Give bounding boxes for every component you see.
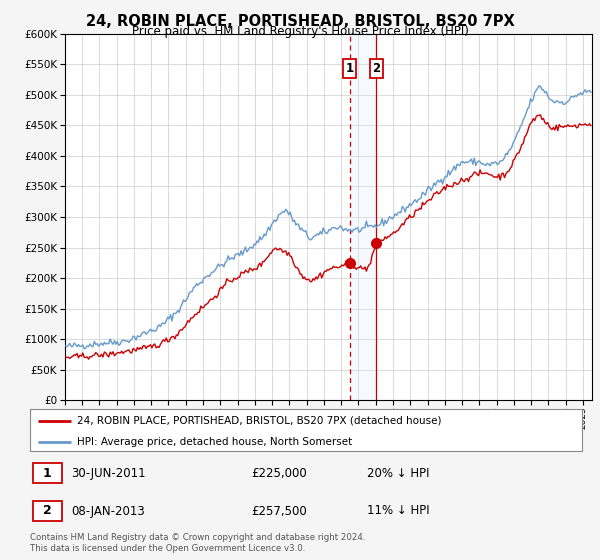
- Text: 2: 2: [43, 505, 52, 517]
- Text: 2: 2: [373, 62, 380, 75]
- Text: 1: 1: [346, 62, 354, 75]
- FancyBboxPatch shape: [33, 501, 62, 521]
- Text: 1: 1: [43, 466, 52, 480]
- Text: 20% ↓ HPI: 20% ↓ HPI: [367, 466, 429, 480]
- Text: £225,000: £225,000: [251, 466, 307, 480]
- Bar: [350, 34, 376, 400]
- Text: 24, ROBIN PLACE, PORTISHEAD, BRISTOL, BS20 7PX (detached house): 24, ROBIN PLACE, PORTISHEAD, BRISTOL, BS…: [77, 416, 442, 426]
- Text: 30-JUN-2011: 30-JUN-2011: [71, 466, 146, 480]
- Text: 08-JAN-2013: 08-JAN-2013: [71, 505, 145, 517]
- Text: 24, ROBIN PLACE, PORTISHEAD, BRISTOL, BS20 7PX: 24, ROBIN PLACE, PORTISHEAD, BRISTOL, BS…: [86, 14, 514, 29]
- Text: £257,500: £257,500: [251, 505, 307, 517]
- FancyBboxPatch shape: [33, 463, 62, 483]
- Text: Price paid vs. HM Land Registry's House Price Index (HPI): Price paid vs. HM Land Registry's House …: [131, 25, 469, 38]
- Text: 11% ↓ HPI: 11% ↓ HPI: [367, 505, 430, 517]
- Text: Contains HM Land Registry data © Crown copyright and database right 2024.
This d: Contains HM Land Registry data © Crown c…: [30, 533, 365, 553]
- Text: HPI: Average price, detached house, North Somerset: HPI: Average price, detached house, Nort…: [77, 437, 352, 446]
